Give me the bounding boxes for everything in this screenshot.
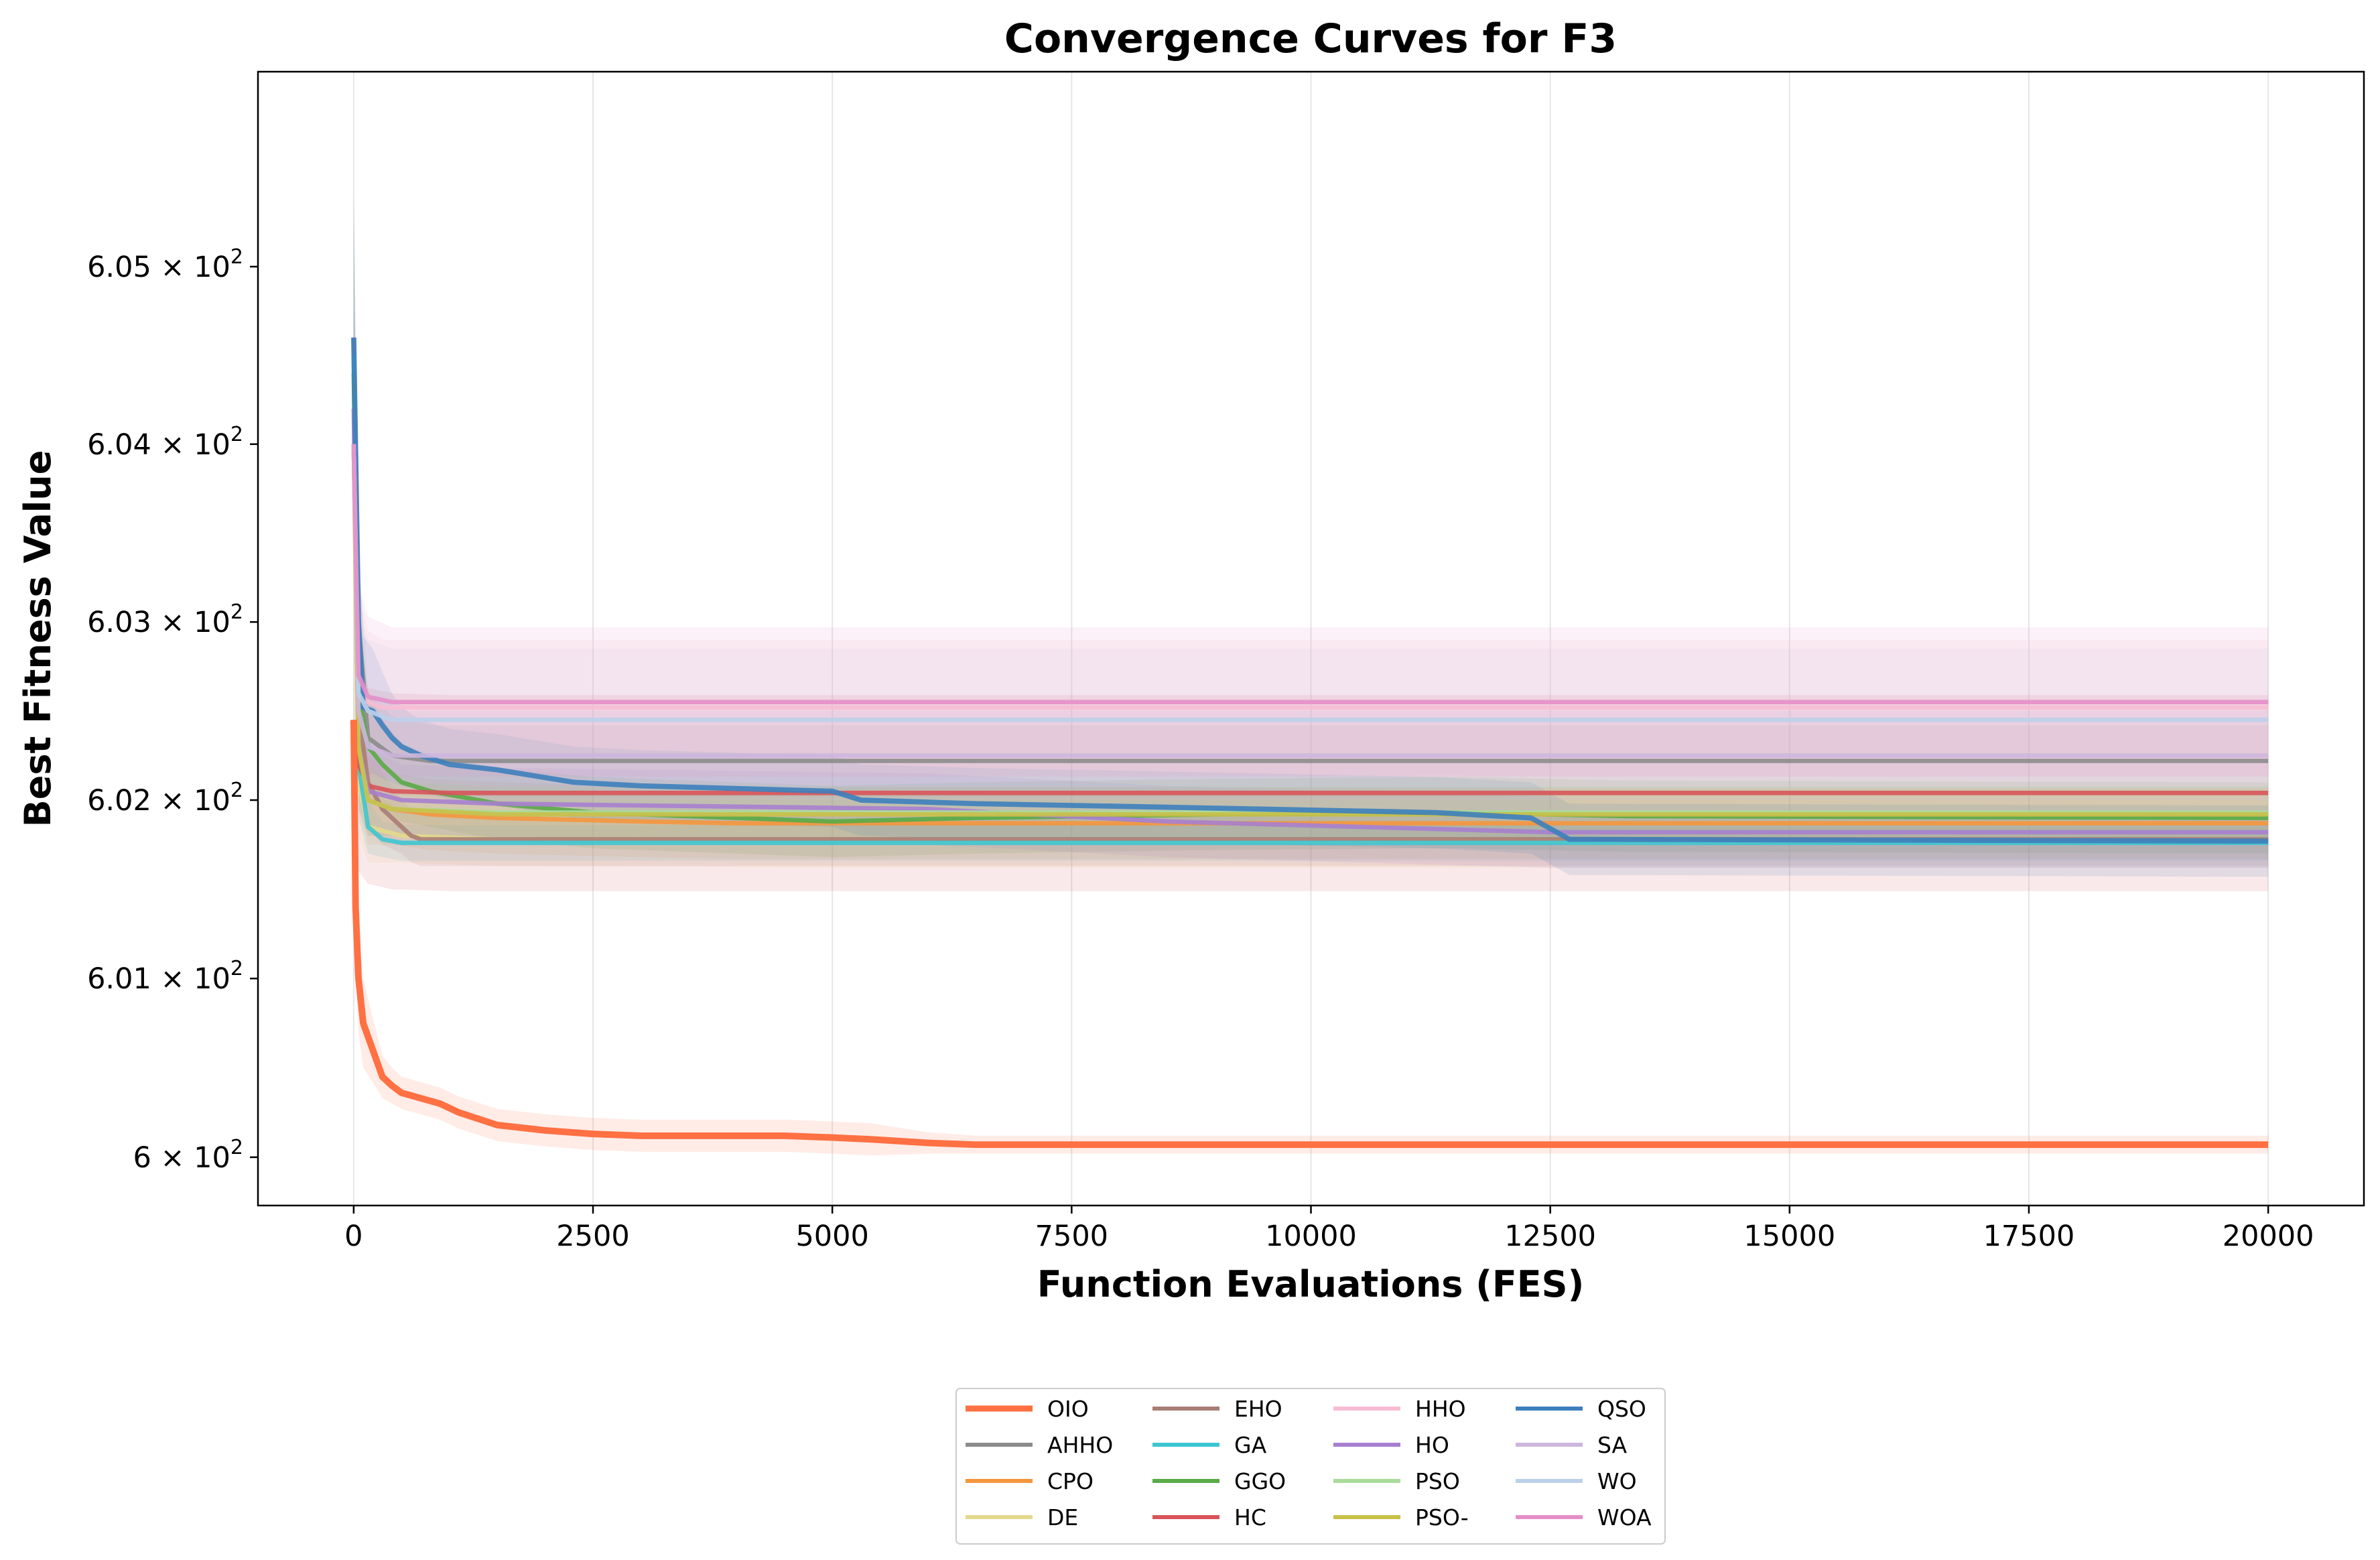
x-tick-label: 12500 — [1504, 1220, 1596, 1253]
band-hho — [353, 320, 2269, 775]
legend-label: EHO — [1234, 1396, 1282, 1422]
x-axis-ticks: 0 2500 5000 7500 10000 12500 15000 17500 20000 — [344, 1206, 2314, 1253]
x-tick-label: 10000 — [1265, 1220, 1357, 1253]
legend-label: HHO — [1415, 1396, 1466, 1422]
y-tick-label: 6.05 × 102 — [87, 245, 243, 284]
chart-title: Convergence Curves for F3 — [1004, 15, 1617, 62]
legend: OIO AHHO CPO DE EHO GA GGO HC HHO HO PSO PSO- QSO SA W… — [955, 1388, 1666, 1545]
x-tick-label: 7500 — [1035, 1220, 1108, 1253]
x-tick-label: 17500 — [1983, 1220, 2075, 1253]
series-line-woa — [351, 444, 2269, 704]
legend-label: GGO — [1234, 1468, 1286, 1494]
legend-label: PSO- — [1415, 1504, 1469, 1531]
x-gridlines — [352, 72, 2269, 1206]
legend-label: HO — [1415, 1432, 1449, 1458]
legend-label: WO — [1597, 1468, 1637, 1494]
band-wo — [353, 320, 2269, 791]
legend-label: SA — [1597, 1432, 1628, 1458]
band-woa — [353, 320, 2269, 777]
legend-label: QSO — [1597, 1396, 1646, 1422]
y-tick-label: 6 × 102 — [133, 1136, 243, 1175]
legend-label: CPO — [1047, 1468, 1094, 1494]
band-ggo — [353, 249, 2269, 858]
y-tick-label: 6.03 × 102 — [87, 600, 243, 639]
band-sa — [353, 320, 2269, 800]
series-line-oio — [350, 720, 2269, 1149]
x-tick-label: 0 — [344, 1220, 362, 1253]
series-line-hc — [351, 719, 2269, 795]
x-tick-label: 20000 — [2223, 1220, 2314, 1253]
x-tick-label: 5000 — [795, 1220, 868, 1253]
y-axis-ticks: 6 × 102 6.01 × 102 6.02 × 102 6.03 × 102 6.0… — [87, 245, 258, 1175]
legend-label: AHHO — [1047, 1432, 1113, 1458]
y-tick-label: 6.04 × 102 — [87, 423, 243, 462]
legend-label: GA — [1234, 1432, 1267, 1458]
band-pso — [353, 320, 2269, 842]
y-tick-label: 6.02 × 102 — [87, 779, 243, 818]
series-lines — [350, 337, 2269, 1149]
y-tick-label: 6.01 × 102 — [87, 957, 243, 996]
band-ahho — [353, 196, 2269, 797]
x-tick-label: 15000 — [1743, 1220, 1835, 1253]
legend-label: PSO — [1415, 1468, 1460, 1494]
legend-label: WOA — [1597, 1504, 1652, 1531]
y-axis-label: Best Fitness Value — [17, 450, 59, 828]
legend-frame — [955, 1388, 1666, 1545]
legend-label: HC — [1234, 1504, 1266, 1531]
band-pso — [353, 320, 2269, 840]
x-tick-label: 2500 — [556, 1220, 629, 1253]
legend-label: OIO — [1047, 1396, 1089, 1422]
legend-label: DE — [1047, 1504, 1078, 1531]
x-axis-label: Function Evaluations (FES) — [1037, 1263, 1585, 1305]
